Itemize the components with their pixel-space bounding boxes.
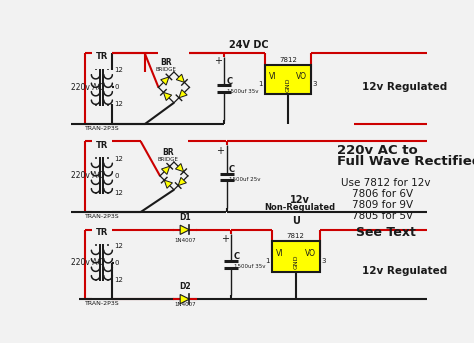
Text: TR: TR bbox=[96, 52, 108, 61]
Polygon shape bbox=[176, 74, 184, 82]
Text: Non-Regulated: Non-Regulated bbox=[264, 203, 335, 212]
Polygon shape bbox=[180, 225, 190, 234]
Text: BR: BR bbox=[162, 149, 173, 157]
Text: 12: 12 bbox=[114, 101, 123, 107]
FancyBboxPatch shape bbox=[264, 65, 311, 94]
Text: +: + bbox=[214, 56, 222, 66]
Text: 12v: 12v bbox=[290, 195, 310, 205]
Text: TR: TR bbox=[96, 141, 108, 150]
Text: 1500uf 35v: 1500uf 35v bbox=[227, 89, 258, 94]
Text: 0: 0 bbox=[114, 84, 119, 90]
Text: VO: VO bbox=[305, 249, 316, 258]
Text: C: C bbox=[229, 165, 235, 174]
Text: VI: VI bbox=[268, 72, 276, 81]
Text: TR: TR bbox=[96, 228, 108, 237]
Text: 3: 3 bbox=[313, 81, 317, 86]
Polygon shape bbox=[164, 92, 172, 100]
Text: VO: VO bbox=[296, 72, 307, 81]
Text: 12: 12 bbox=[114, 190, 123, 196]
Text: Use 7812 for 12v: Use 7812 for 12v bbox=[341, 178, 430, 188]
Text: 220v AC: 220v AC bbox=[71, 172, 102, 180]
Text: 12v Regulated: 12v Regulated bbox=[362, 82, 447, 92]
Text: C: C bbox=[234, 252, 240, 261]
Text: 7812: 7812 bbox=[279, 57, 297, 63]
Text: 220v AC: 220v AC bbox=[71, 83, 102, 92]
Text: 1500uf 25v: 1500uf 25v bbox=[229, 177, 261, 182]
Text: TRAN-2P3S: TRAN-2P3S bbox=[84, 126, 119, 131]
Text: 12: 12 bbox=[114, 243, 123, 249]
Polygon shape bbox=[179, 90, 187, 98]
Text: TRAN-2P3S: TRAN-2P3S bbox=[84, 214, 119, 218]
Text: 12: 12 bbox=[114, 277, 123, 283]
Text: BRIDGE: BRIDGE bbox=[156, 67, 177, 72]
Text: +: + bbox=[221, 234, 229, 245]
Text: VI: VI bbox=[275, 249, 283, 258]
Text: 3: 3 bbox=[321, 258, 326, 264]
Text: Full Wave Rectified DC: Full Wave Rectified DC bbox=[337, 155, 474, 168]
Polygon shape bbox=[161, 77, 169, 85]
Text: 7809 for 9V: 7809 for 9V bbox=[352, 200, 413, 210]
Text: 7806 for 6V: 7806 for 6V bbox=[352, 189, 413, 199]
Text: 1: 1 bbox=[265, 258, 270, 264]
Polygon shape bbox=[175, 164, 183, 172]
Text: TRAN-2P3S: TRAN-2P3S bbox=[84, 301, 119, 306]
Text: 1: 1 bbox=[259, 81, 263, 86]
Text: BR: BR bbox=[160, 58, 172, 67]
Text: 0: 0 bbox=[114, 260, 119, 266]
Text: GND: GND bbox=[293, 254, 298, 269]
Text: 1500uf 35v: 1500uf 35v bbox=[234, 264, 265, 269]
Text: C: C bbox=[227, 77, 233, 86]
Text: BRIDGE: BRIDGE bbox=[157, 157, 178, 162]
Text: 220v AC: 220v AC bbox=[71, 258, 102, 268]
Text: D1: D1 bbox=[179, 213, 191, 222]
FancyBboxPatch shape bbox=[272, 241, 319, 272]
Text: +: + bbox=[216, 146, 224, 156]
Text: 0: 0 bbox=[114, 173, 119, 179]
Text: GND: GND bbox=[285, 77, 291, 92]
Polygon shape bbox=[180, 295, 190, 304]
Text: U: U bbox=[292, 216, 300, 226]
Text: 7812: 7812 bbox=[287, 233, 305, 239]
Text: 12: 12 bbox=[114, 156, 123, 162]
Polygon shape bbox=[178, 177, 186, 186]
Text: 12v Regulated: 12v Regulated bbox=[362, 265, 447, 276]
Text: 7805 for 5V: 7805 for 5V bbox=[352, 211, 413, 221]
Text: 1N4007: 1N4007 bbox=[174, 302, 196, 307]
Text: See Text: See Text bbox=[356, 226, 416, 239]
Polygon shape bbox=[162, 166, 170, 175]
Text: 220v AC to: 220v AC to bbox=[337, 144, 418, 156]
Polygon shape bbox=[164, 180, 173, 188]
Text: 24V DC: 24V DC bbox=[229, 40, 269, 50]
Text: D2: D2 bbox=[179, 282, 191, 292]
Text: 1N4007: 1N4007 bbox=[174, 237, 196, 243]
Text: 12: 12 bbox=[114, 68, 123, 73]
